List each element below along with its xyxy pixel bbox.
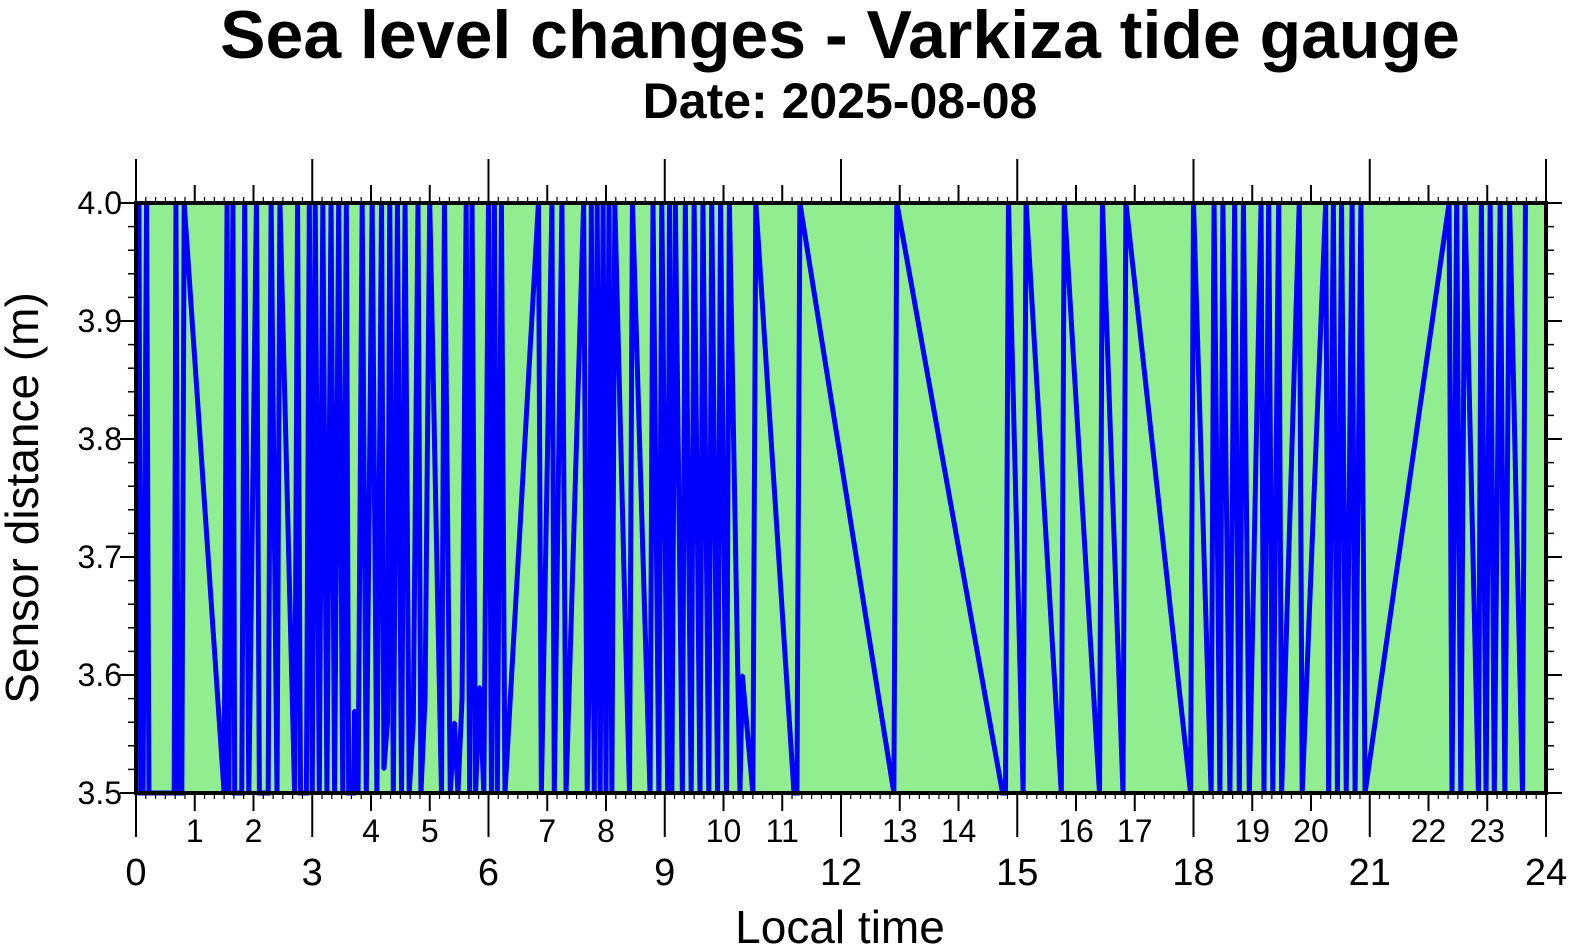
data-point [740, 673, 744, 677]
data-point [478, 685, 482, 689]
x-hour-label: 13 [882, 813, 918, 849]
x-major-label: 0 [125, 852, 146, 894]
data-point [411, 720, 415, 724]
chart-subtitle: Date: 2025-08-08 [643, 73, 1038, 129]
x-hour-label: 8 [597, 813, 615, 849]
x-hour-label: 14 [941, 813, 977, 849]
x-major-label: 3 [302, 852, 323, 894]
x-hour-label: 4 [362, 813, 380, 849]
chart-title: Sea level changes - Varkiza tide gauge [220, 0, 1460, 73]
data-point [588, 649, 592, 653]
x-hour-label: 17 [1117, 813, 1153, 849]
y-tick-label: 3.5 [78, 775, 122, 811]
y-axis: 3.5 3.6 3.7 3.8 3.9 4.0 [78, 185, 1562, 811]
x-major-label: 12 [820, 852, 862, 894]
x-hour-label: 11 [766, 813, 799, 849]
x-hour-label: 20 [1293, 813, 1329, 849]
x-major-label: 15 [996, 852, 1038, 894]
y-tick-label: 3.8 [78, 421, 122, 457]
x-axis-label: Local time [735, 901, 945, 950]
x-hour-label: 10 [706, 813, 742, 849]
x-hour-label: 7 [538, 813, 556, 849]
data-point [385, 720, 389, 724]
data-point [353, 708, 357, 712]
y-axis-label: Sensor distance (m) [0, 292, 48, 704]
y-tick-label: 3.7 [78, 539, 122, 575]
data-point [382, 767, 386, 771]
x-hour-label: 22 [1411, 813, 1447, 849]
x-hour-label: 2 [245, 813, 263, 849]
x-major-label: 21 [1349, 852, 1391, 894]
x-hour-label: 23 [1469, 813, 1505, 849]
x-hour-label: 1 [186, 813, 204, 849]
x-major-label: 9 [654, 852, 675, 894]
x-hour-label: 19 [1234, 813, 1270, 849]
x-axis: 1 2 4 5 7 8 10 11 13 14 16 17 19 20 22 230 3 6 9 12 15 18 21 24 [125, 159, 1567, 894]
data-point [452, 720, 456, 724]
x-hour-label: 16 [1058, 813, 1094, 849]
x-major-label: 24 [1525, 852, 1567, 894]
x-major-label: 18 [1172, 852, 1214, 894]
data-point [460, 697, 464, 701]
x-major-label: 6 [478, 852, 499, 894]
y-tick-label: 3.6 [78, 657, 122, 693]
x-hour-label: 5 [421, 813, 439, 849]
data-point [423, 697, 427, 701]
y-tick-label: 4.0 [78, 185, 122, 221]
y-tick-label: 3.9 [78, 303, 122, 339]
